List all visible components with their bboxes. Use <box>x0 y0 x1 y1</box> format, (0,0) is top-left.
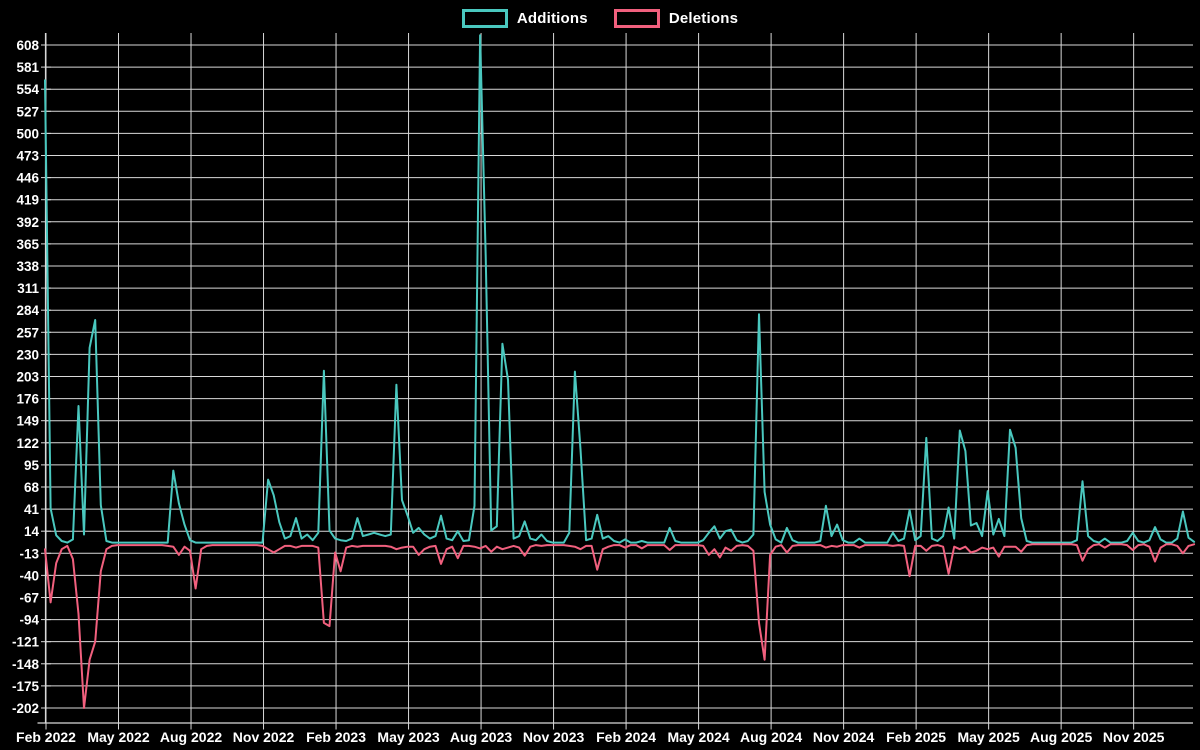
x-tick-label: May 2024 <box>667 729 729 745</box>
legend-item-deletions[interactable]: Deletions <box>613 8 739 28</box>
y-tick-label: 581 <box>16 60 39 75</box>
x-tick-label: Aug 2023 <box>450 729 512 745</box>
y-tick-label: 446 <box>16 171 39 186</box>
y-tick-label: 14 <box>24 524 40 539</box>
y-tick-label: 122 <box>16 436 39 451</box>
y-tick-label: 176 <box>16 392 39 407</box>
y-tick-label: 311 <box>17 281 39 296</box>
legend-item-additions[interactable]: Additions <box>461 8 588 28</box>
legend: Additions Deletions <box>0 5 1200 31</box>
deletions-line <box>44 543 1196 709</box>
y-tick-label: -40 <box>19 568 39 583</box>
y-tick-label: -13 <box>19 546 39 561</box>
x-tick-label: Aug 2025 <box>1030 729 1092 745</box>
y-tick-label: -67 <box>19 590 39 605</box>
y-tick-label: 527 <box>16 104 39 119</box>
x-tick-label: Aug 2022 <box>160 729 222 745</box>
y-tick-label: 419 <box>16 193 39 208</box>
legend-label-additions: Additions <box>516 9 588 27</box>
y-tick-label: -175 <box>12 679 40 694</box>
y-tick-label: 284 <box>16 303 39 318</box>
y-tick-label: 68 <box>24 480 40 495</box>
y-tick-label: 365 <box>16 237 39 252</box>
x-tick-label: Nov 2025 <box>1103 729 1165 745</box>
y-tick-label: 338 <box>16 259 39 274</box>
additions-line <box>44 34 1196 544</box>
x-tick-label: May 2025 <box>957 729 1019 745</box>
x-tick-label: Nov 2024 <box>813 729 875 745</box>
y-tick-label: 203 <box>16 369 39 384</box>
y-tick-label: 500 <box>16 126 39 141</box>
x-tick-label: Feb 2024 <box>596 729 656 745</box>
y-tick-label: 554 <box>16 82 39 97</box>
y-tick-label: 392 <box>16 215 39 230</box>
y-tick-label: 257 <box>16 325 39 340</box>
additions-swatch-icon <box>461 8 508 28</box>
legend-label-deletions: Deletions <box>668 9 739 27</box>
x-tick-label: May 2023 <box>377 729 439 745</box>
x-tick-label: Nov 2022 <box>233 729 295 745</box>
y-tick-label: -148 <box>12 657 40 672</box>
y-tick-label: 473 <box>16 148 39 163</box>
x-tick-label: Feb 2022 <box>16 729 76 745</box>
y-tick-label: -202 <box>12 701 39 716</box>
x-tick-label: Nov 2023 <box>523 729 585 745</box>
y-tick-label: 149 <box>16 414 39 429</box>
x-tick-label: Aug 2024 <box>740 729 802 745</box>
y-tick-label: 41 <box>24 502 40 517</box>
x-tick-label: Feb 2023 <box>306 729 366 745</box>
y-tick-label: 230 <box>16 347 39 362</box>
y-tick-label: 608 <box>16 38 39 53</box>
y-tick-label: -94 <box>19 613 39 628</box>
y-tick-label: 95 <box>24 458 40 473</box>
x-tick-label: Feb 2025 <box>886 729 946 745</box>
x-tick-label: May 2022 <box>87 729 149 745</box>
y-tick-label: -121 <box>12 635 40 650</box>
deletions-swatch-icon <box>613 8 660 28</box>
